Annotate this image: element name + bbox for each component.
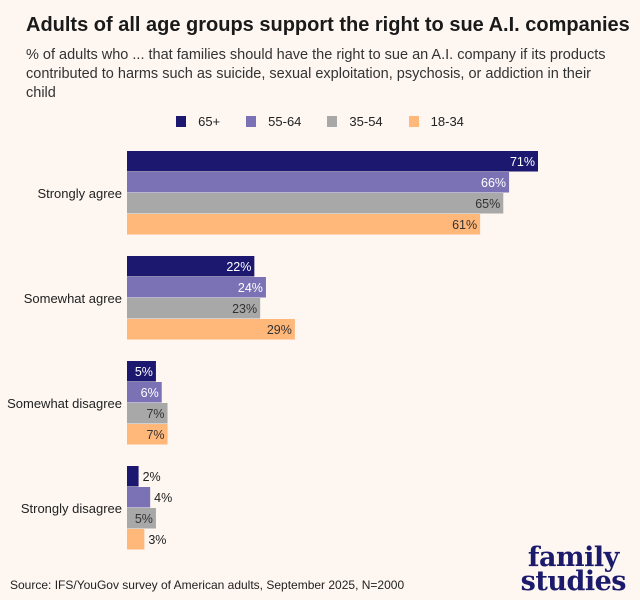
legend-item: 35-54 xyxy=(327,114,383,129)
legend-label: 18-34 xyxy=(430,114,464,129)
bar xyxy=(127,403,168,424)
category-label: Strongly disagree xyxy=(21,501,122,516)
data-label: 5% xyxy=(135,365,153,379)
legend-swatch xyxy=(176,116,187,127)
bar xyxy=(127,382,162,403)
data-label: 22% xyxy=(226,260,251,274)
bar xyxy=(127,508,156,529)
bar xyxy=(127,214,481,235)
legend-item: 55-64 xyxy=(246,114,301,129)
bar xyxy=(127,277,266,298)
bar xyxy=(127,151,538,172)
data-label: 5% xyxy=(135,512,153,526)
source-note: Source: IFS/YouGov survey of American ad… xyxy=(10,578,405,592)
bar xyxy=(127,529,145,550)
bar xyxy=(127,424,168,445)
legend-item: 18-34 xyxy=(408,114,464,129)
bar xyxy=(127,298,261,319)
data-label: 6% xyxy=(141,386,159,400)
legend-label: 55-64 xyxy=(268,114,302,129)
data-label: 2% xyxy=(143,470,161,484)
bar xyxy=(127,172,510,193)
chart-subtitle: % of adults who ... that families should… xyxy=(26,47,606,101)
data-label: 65% xyxy=(475,197,500,211)
category-label: Somewhat agree xyxy=(24,291,122,306)
chart-title: Adults of all age groups support the rig… xyxy=(26,14,630,36)
legend-swatch xyxy=(408,116,419,127)
category-label: Strongly agree xyxy=(37,186,122,201)
bar xyxy=(127,487,151,508)
data-label: 3% xyxy=(148,533,166,547)
bar xyxy=(127,193,504,214)
bar xyxy=(127,256,255,277)
data-label: 23% xyxy=(232,302,257,316)
data-label: 29% xyxy=(267,323,292,337)
data-label: 61% xyxy=(452,218,477,232)
bar xyxy=(127,319,295,340)
logo-line1: family xyxy=(527,542,619,573)
data-label: 4% xyxy=(154,491,172,505)
bar xyxy=(127,361,156,382)
data-label: 7% xyxy=(146,428,164,442)
legend-item: 65+ xyxy=(176,114,220,129)
legend-swatch xyxy=(246,116,257,127)
legend-label: 65+ xyxy=(198,114,221,129)
data-label: 66% xyxy=(481,176,506,190)
legend-label: 35-54 xyxy=(349,114,383,129)
data-label: 24% xyxy=(238,281,263,295)
logo-line2: studies xyxy=(520,566,627,597)
legend: 65+ 55-64 35-54 18-34 xyxy=(0,114,640,129)
bar xyxy=(127,466,139,487)
data-label: 7% xyxy=(146,407,164,421)
legend-swatch xyxy=(327,116,338,127)
logo: family studies xyxy=(520,542,627,597)
category-label: Somewhat disagree xyxy=(7,396,122,411)
data-label: 71% xyxy=(510,155,535,169)
